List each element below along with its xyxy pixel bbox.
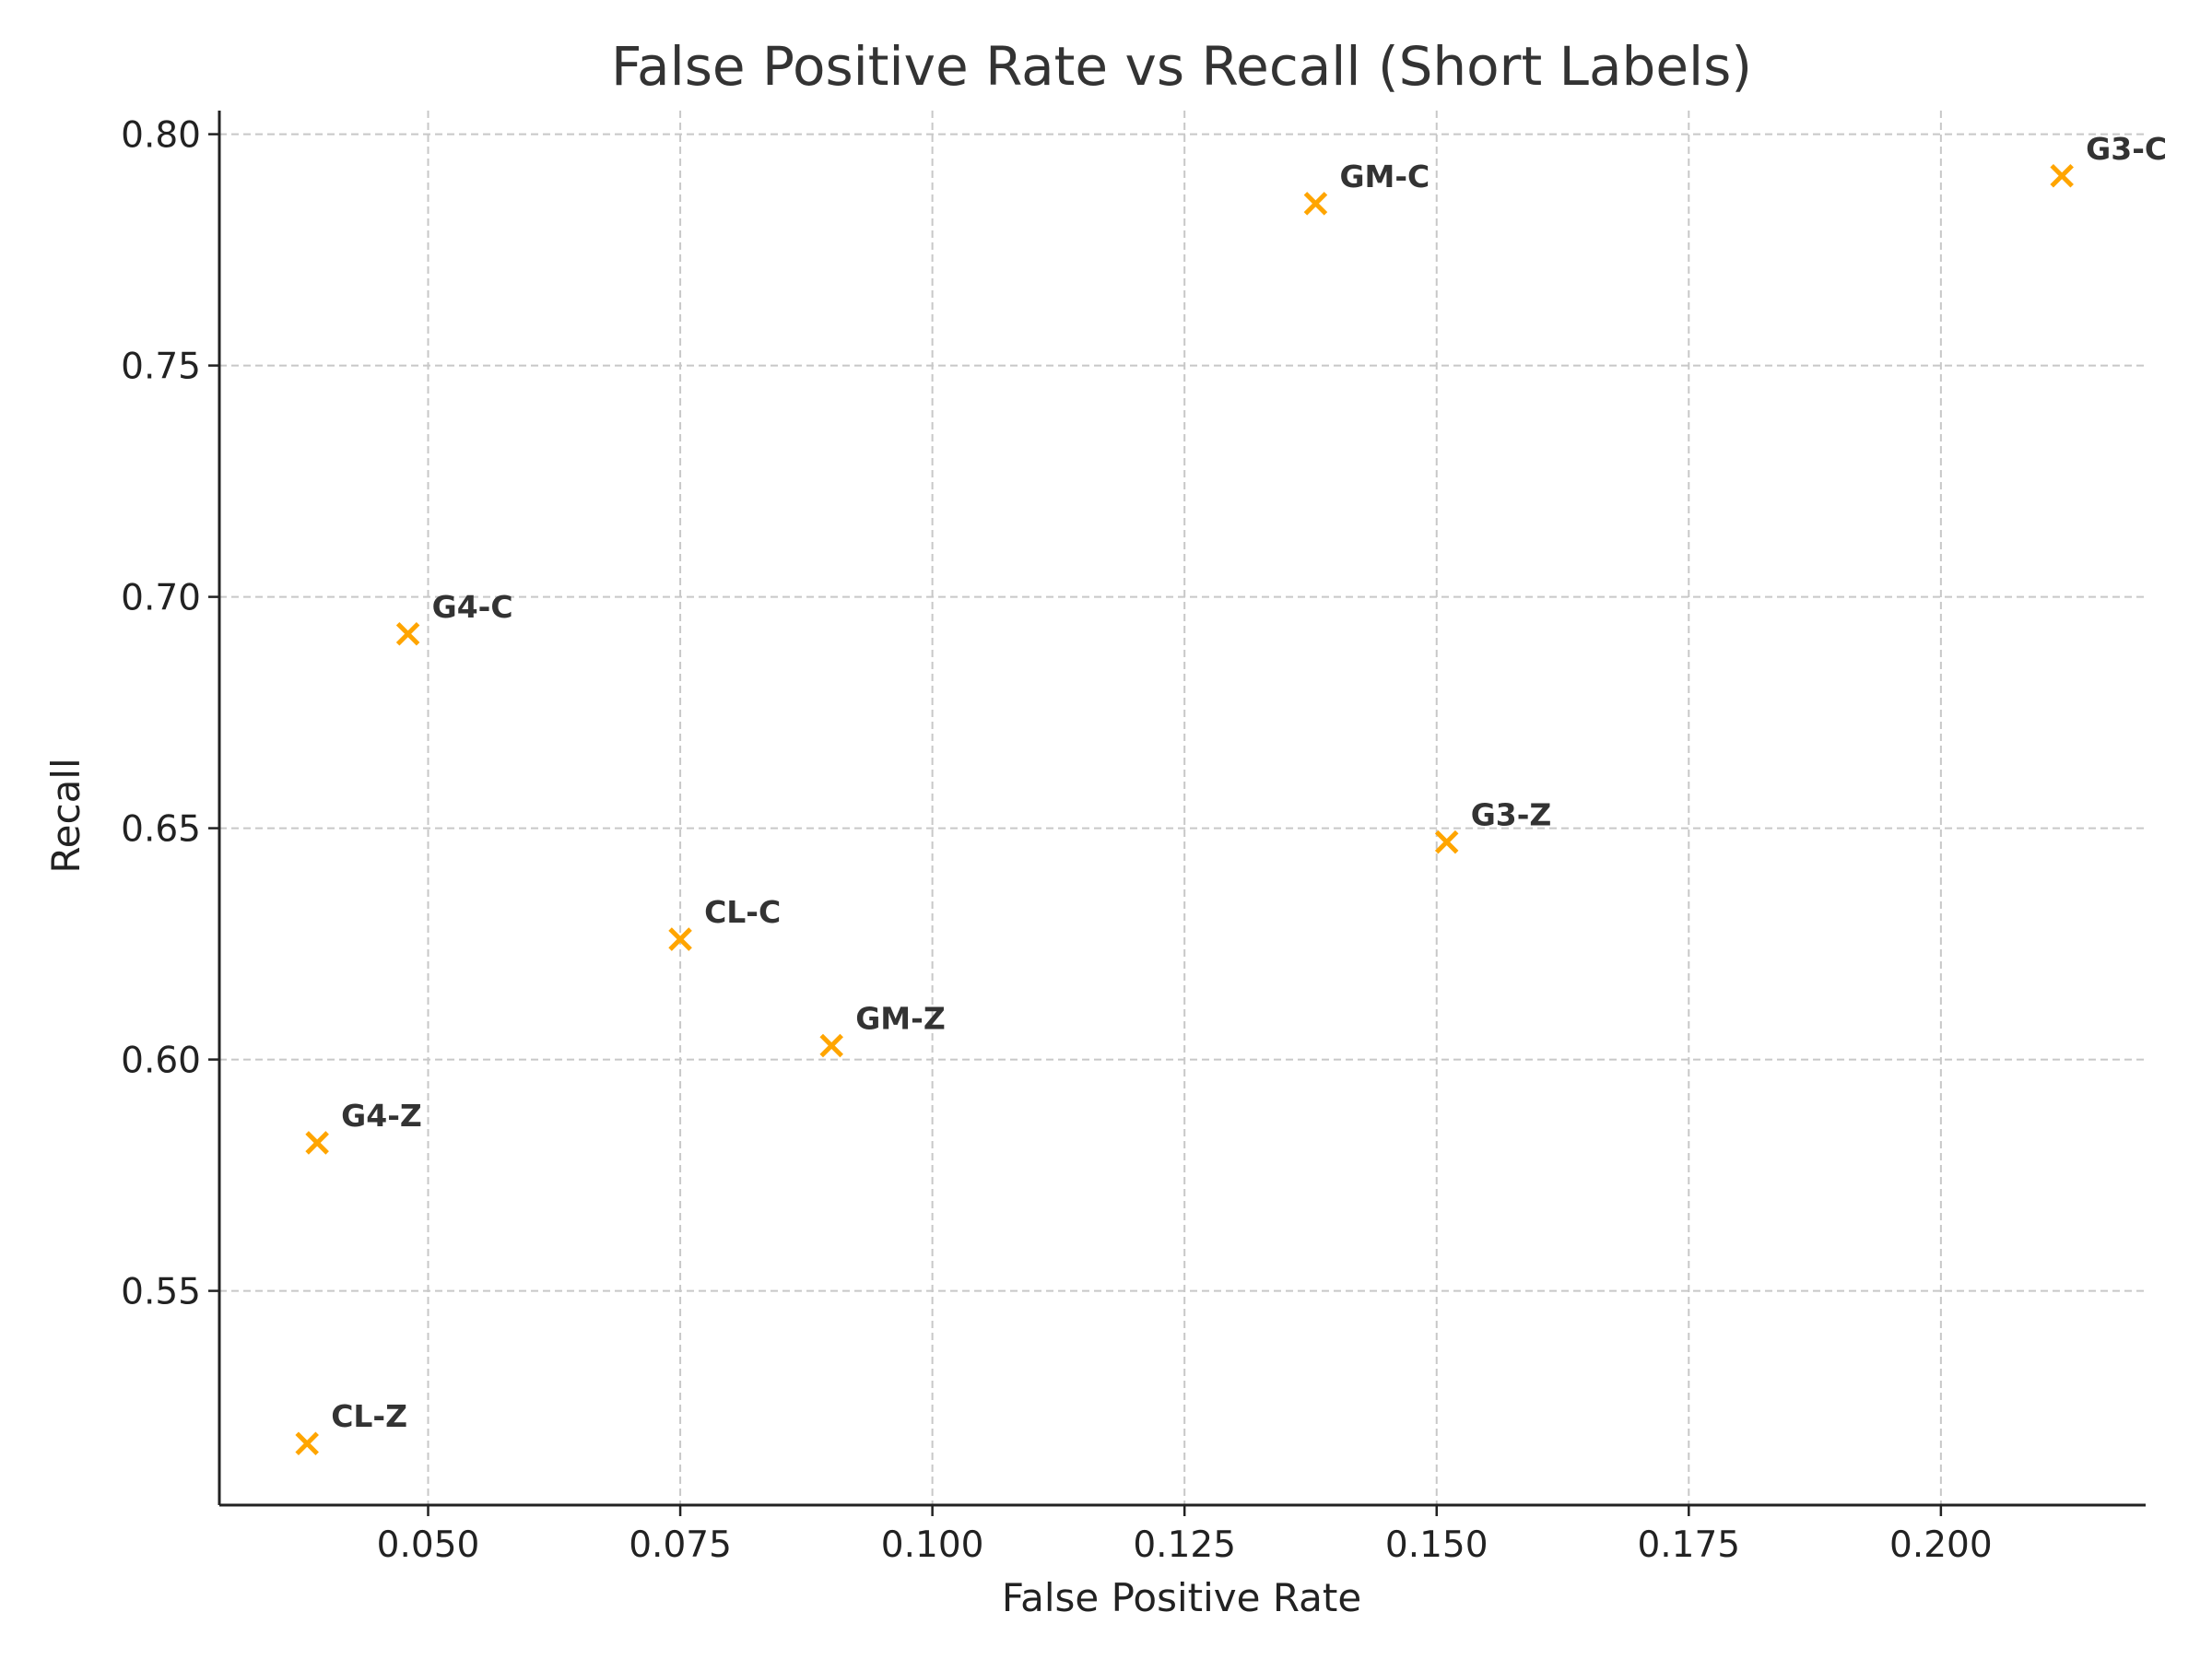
y-tick-label: 0.70 — [121, 578, 201, 619]
y-tick-label: 0.75 — [121, 347, 201, 388]
axes — [218, 111, 2146, 1507]
grid — [219, 111, 2146, 1505]
x-marker-icon — [2050, 164, 2074, 188]
point-label: GM-Z — [855, 1001, 946, 1037]
data-point-gm-z: GM-Z — [819, 1001, 946, 1058]
ticks: 0.050 0.075 0.100 0.125 0.150 0.175 0.200 0.55 0… — [121, 115, 1993, 1566]
data-point-cl-c: CL-C — [668, 894, 781, 951]
point-label: CL-C — [704, 894, 781, 930]
x-marker-icon — [1303, 192, 1328, 216]
x-marker-icon — [295, 1431, 319, 1456]
x-axis-title: False Positive Rate — [1002, 1575, 1361, 1620]
point-label: G4-C — [432, 589, 513, 625]
x-marker-icon — [1434, 830, 1459, 854]
point-label: GM-C — [1339, 159, 1430, 194]
point-label: G3-Z — [1471, 797, 1552, 833]
x-tick-label: 0.150 — [1385, 1524, 1488, 1566]
chart-title: False Positive Rate vs Recall (Short Lab… — [611, 35, 1752, 98]
data-point-g3-z: G3-Z — [1434, 797, 1552, 854]
data-point-cl-z: CL-Z — [295, 1398, 407, 1456]
data-point-g4-z: G4-Z — [305, 1098, 422, 1155]
x-marker-icon — [395, 621, 420, 646]
data-point-g3-c: G3-C — [2050, 131, 2167, 188]
y-tick-label: 0.65 — [121, 809, 201, 851]
x-marker-icon — [819, 1033, 843, 1058]
x-tick-label: 0.125 — [1133, 1524, 1236, 1566]
point-label: CL-Z — [331, 1398, 407, 1434]
x-marker-icon — [668, 927, 692, 951]
x-tick-label: 0.200 — [1889, 1524, 1993, 1566]
x-tick-label: 0.175 — [1637, 1524, 1740, 1566]
data-point-gm-c: GM-C — [1303, 159, 1430, 216]
point-label: G4-Z — [341, 1098, 422, 1134]
x-tick-label: 0.100 — [881, 1524, 984, 1566]
y-tick-label: 0.55 — [121, 1272, 201, 1313]
y-axis-title: Recall — [43, 758, 88, 873]
y-tick-label: 0.60 — [121, 1041, 201, 1082]
point-label: G3-C — [2086, 131, 2167, 167]
data-point-g4-c: G4-C — [395, 589, 513, 646]
x-tick-label: 0.075 — [629, 1524, 732, 1566]
x-tick-label: 0.050 — [377, 1524, 480, 1566]
data-points: GM-C G3-C G4-C G3-Z CL-C GM-Z G4-Z CL-Z — [295, 131, 2167, 1456]
y-tick-label: 0.80 — [121, 115, 201, 157]
x-marker-icon — [305, 1131, 329, 1155]
